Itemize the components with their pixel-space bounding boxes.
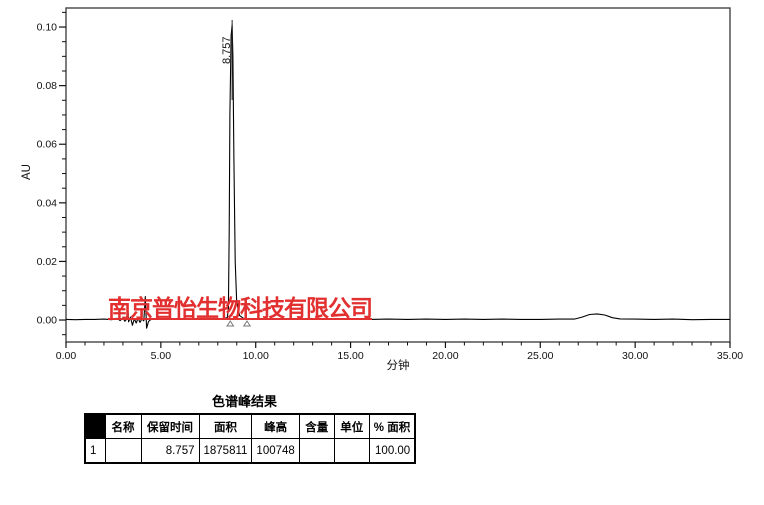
table-cell: 1: [84, 438, 106, 464]
y-tick-label: 0.00: [37, 315, 58, 327]
x-tick-label: 0.00: [56, 350, 77, 362]
x-axis-label: 分钟: [387, 358, 410, 372]
x-tick-label: 10.00: [243, 350, 269, 362]
y-tick-label: 0.06: [37, 139, 58, 151]
table-title: 色谱峰结果: [211, 394, 277, 409]
table-cell: 100.00: [368, 438, 416, 464]
plot-frame: [65, 7, 731, 343]
table-cell: [298, 438, 335, 464]
chromatogram-svg: 0.00 0.02 0.04 0.06 0.08 0.10 0.00 5.00 10.00 15.…: [21, 7, 743, 372]
header-cell: % 面积: [368, 413, 416, 439]
peak-results-section: 色谱峰结果 名称 保留时间 面积 峰高 含量 单位% 面积 1 8.757 1875811 10…: [84, 391, 417, 464]
integration-marker-icon: [226, 320, 235, 327]
table-row: 1 8.757 1875811 100748 100.00: [84, 438, 416, 464]
header-cell: 单位: [333, 413, 370, 439]
x-tick-label: 30.00: [622, 350, 648, 362]
peak-retention-time-label: 8.757: [221, 36, 233, 64]
header-cell: 峰高: [251, 413, 300, 439]
peak-results-table: 名称 保留时间 面积 峰高 含量 单位% 面积 1 8.757 1875811 100748 10…: [84, 413, 417, 464]
x-tick-label: 15.00: [337, 350, 363, 362]
y-tick-label: 0.02: [37, 256, 58, 268]
y-tick-label: 0.10: [37, 22, 58, 34]
header-cell: 面积: [198, 413, 253, 439]
watermark-text: 南京普怡生物科技有限公司: [108, 295, 373, 321]
chromatogram-trace: [65, 24, 730, 329]
integration-marker-icon: [242, 320, 252, 327]
table-cell: [104, 438, 142, 464]
table-header-row: 名称 保留时间 面积 峰高 含量 单位% 面积: [84, 413, 416, 439]
x-tick-label: 20.00: [432, 350, 458, 362]
x-tick-label: 5.00: [151, 350, 172, 362]
table-cell: 8.757: [140, 438, 200, 464]
table-cell: 100748: [251, 438, 300, 464]
header-index-blackcell: [84, 413, 106, 439]
x-tick-label: 25.00: [527, 350, 553, 362]
header-cell: 含量: [298, 413, 335, 439]
y-tick-label: 0.04: [37, 197, 58, 209]
y-axis-label: AU: [21, 164, 33, 180]
table-cell: [333, 438, 370, 464]
header-cell: 名称: [104, 413, 142, 439]
header-cell: 保留时间: [140, 413, 200, 439]
x-tick-label: 35.00: [717, 350, 743, 362]
table-cell: 1875811: [198, 438, 253, 464]
y-tick-label: 0.08: [37, 80, 58, 92]
chromatogram-plot: 0.00 0.02 0.04 0.06 0.08 0.10 0.00 5.00 10.00 15.…: [21, 7, 743, 372]
